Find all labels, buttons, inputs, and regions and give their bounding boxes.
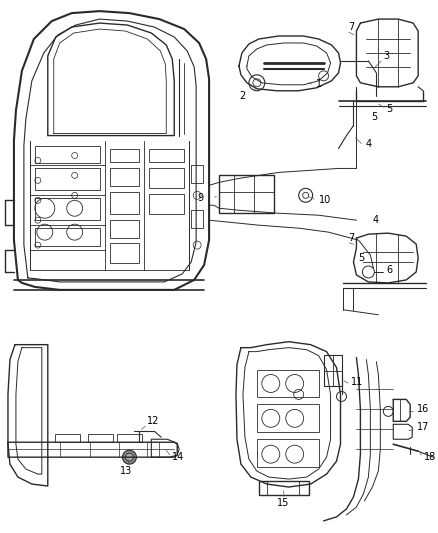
Text: 11: 11 — [350, 377, 363, 387]
Bar — [191, 165, 203, 183]
Bar — [35, 146, 99, 164]
Bar — [88, 434, 113, 442]
Text: 14: 14 — [172, 452, 184, 462]
Text: 4: 4 — [372, 215, 378, 225]
Bar — [219, 175, 274, 213]
Circle shape — [125, 453, 134, 461]
Bar — [35, 198, 99, 220]
Bar — [149, 149, 184, 163]
Bar — [117, 434, 142, 442]
Bar — [110, 220, 139, 238]
Bar — [257, 369, 318, 398]
Circle shape — [123, 450, 136, 464]
Text: 17: 17 — [417, 422, 430, 432]
Text: 7: 7 — [349, 22, 355, 32]
Text: 6: 6 — [386, 265, 392, 275]
Bar — [110, 168, 139, 187]
Bar — [35, 168, 99, 190]
Text: 5: 5 — [386, 104, 392, 114]
Text: 9: 9 — [197, 193, 203, 203]
Text: 2: 2 — [239, 91, 245, 101]
Text: 16: 16 — [417, 405, 429, 414]
Text: 5: 5 — [358, 253, 365, 263]
Bar — [324, 354, 342, 386]
Bar — [191, 210, 203, 228]
Bar — [110, 149, 139, 163]
Text: 12: 12 — [147, 416, 160, 426]
Bar — [55, 434, 80, 442]
Text: 10: 10 — [318, 195, 331, 205]
Bar — [35, 228, 99, 246]
Bar — [149, 195, 184, 214]
Bar — [257, 439, 318, 467]
Text: 15: 15 — [277, 498, 289, 508]
Text: 5: 5 — [371, 111, 378, 122]
Text: 13: 13 — [120, 466, 132, 476]
Bar — [149, 168, 184, 188]
Bar — [110, 192, 139, 214]
Bar — [259, 481, 309, 495]
Bar — [110, 243, 139, 263]
Bar — [257, 405, 318, 432]
Text: 7: 7 — [349, 233, 355, 243]
Text: 18: 18 — [424, 452, 436, 462]
Text: 4: 4 — [365, 139, 371, 149]
Text: 3: 3 — [383, 51, 389, 61]
Text: 1: 1 — [316, 79, 322, 89]
